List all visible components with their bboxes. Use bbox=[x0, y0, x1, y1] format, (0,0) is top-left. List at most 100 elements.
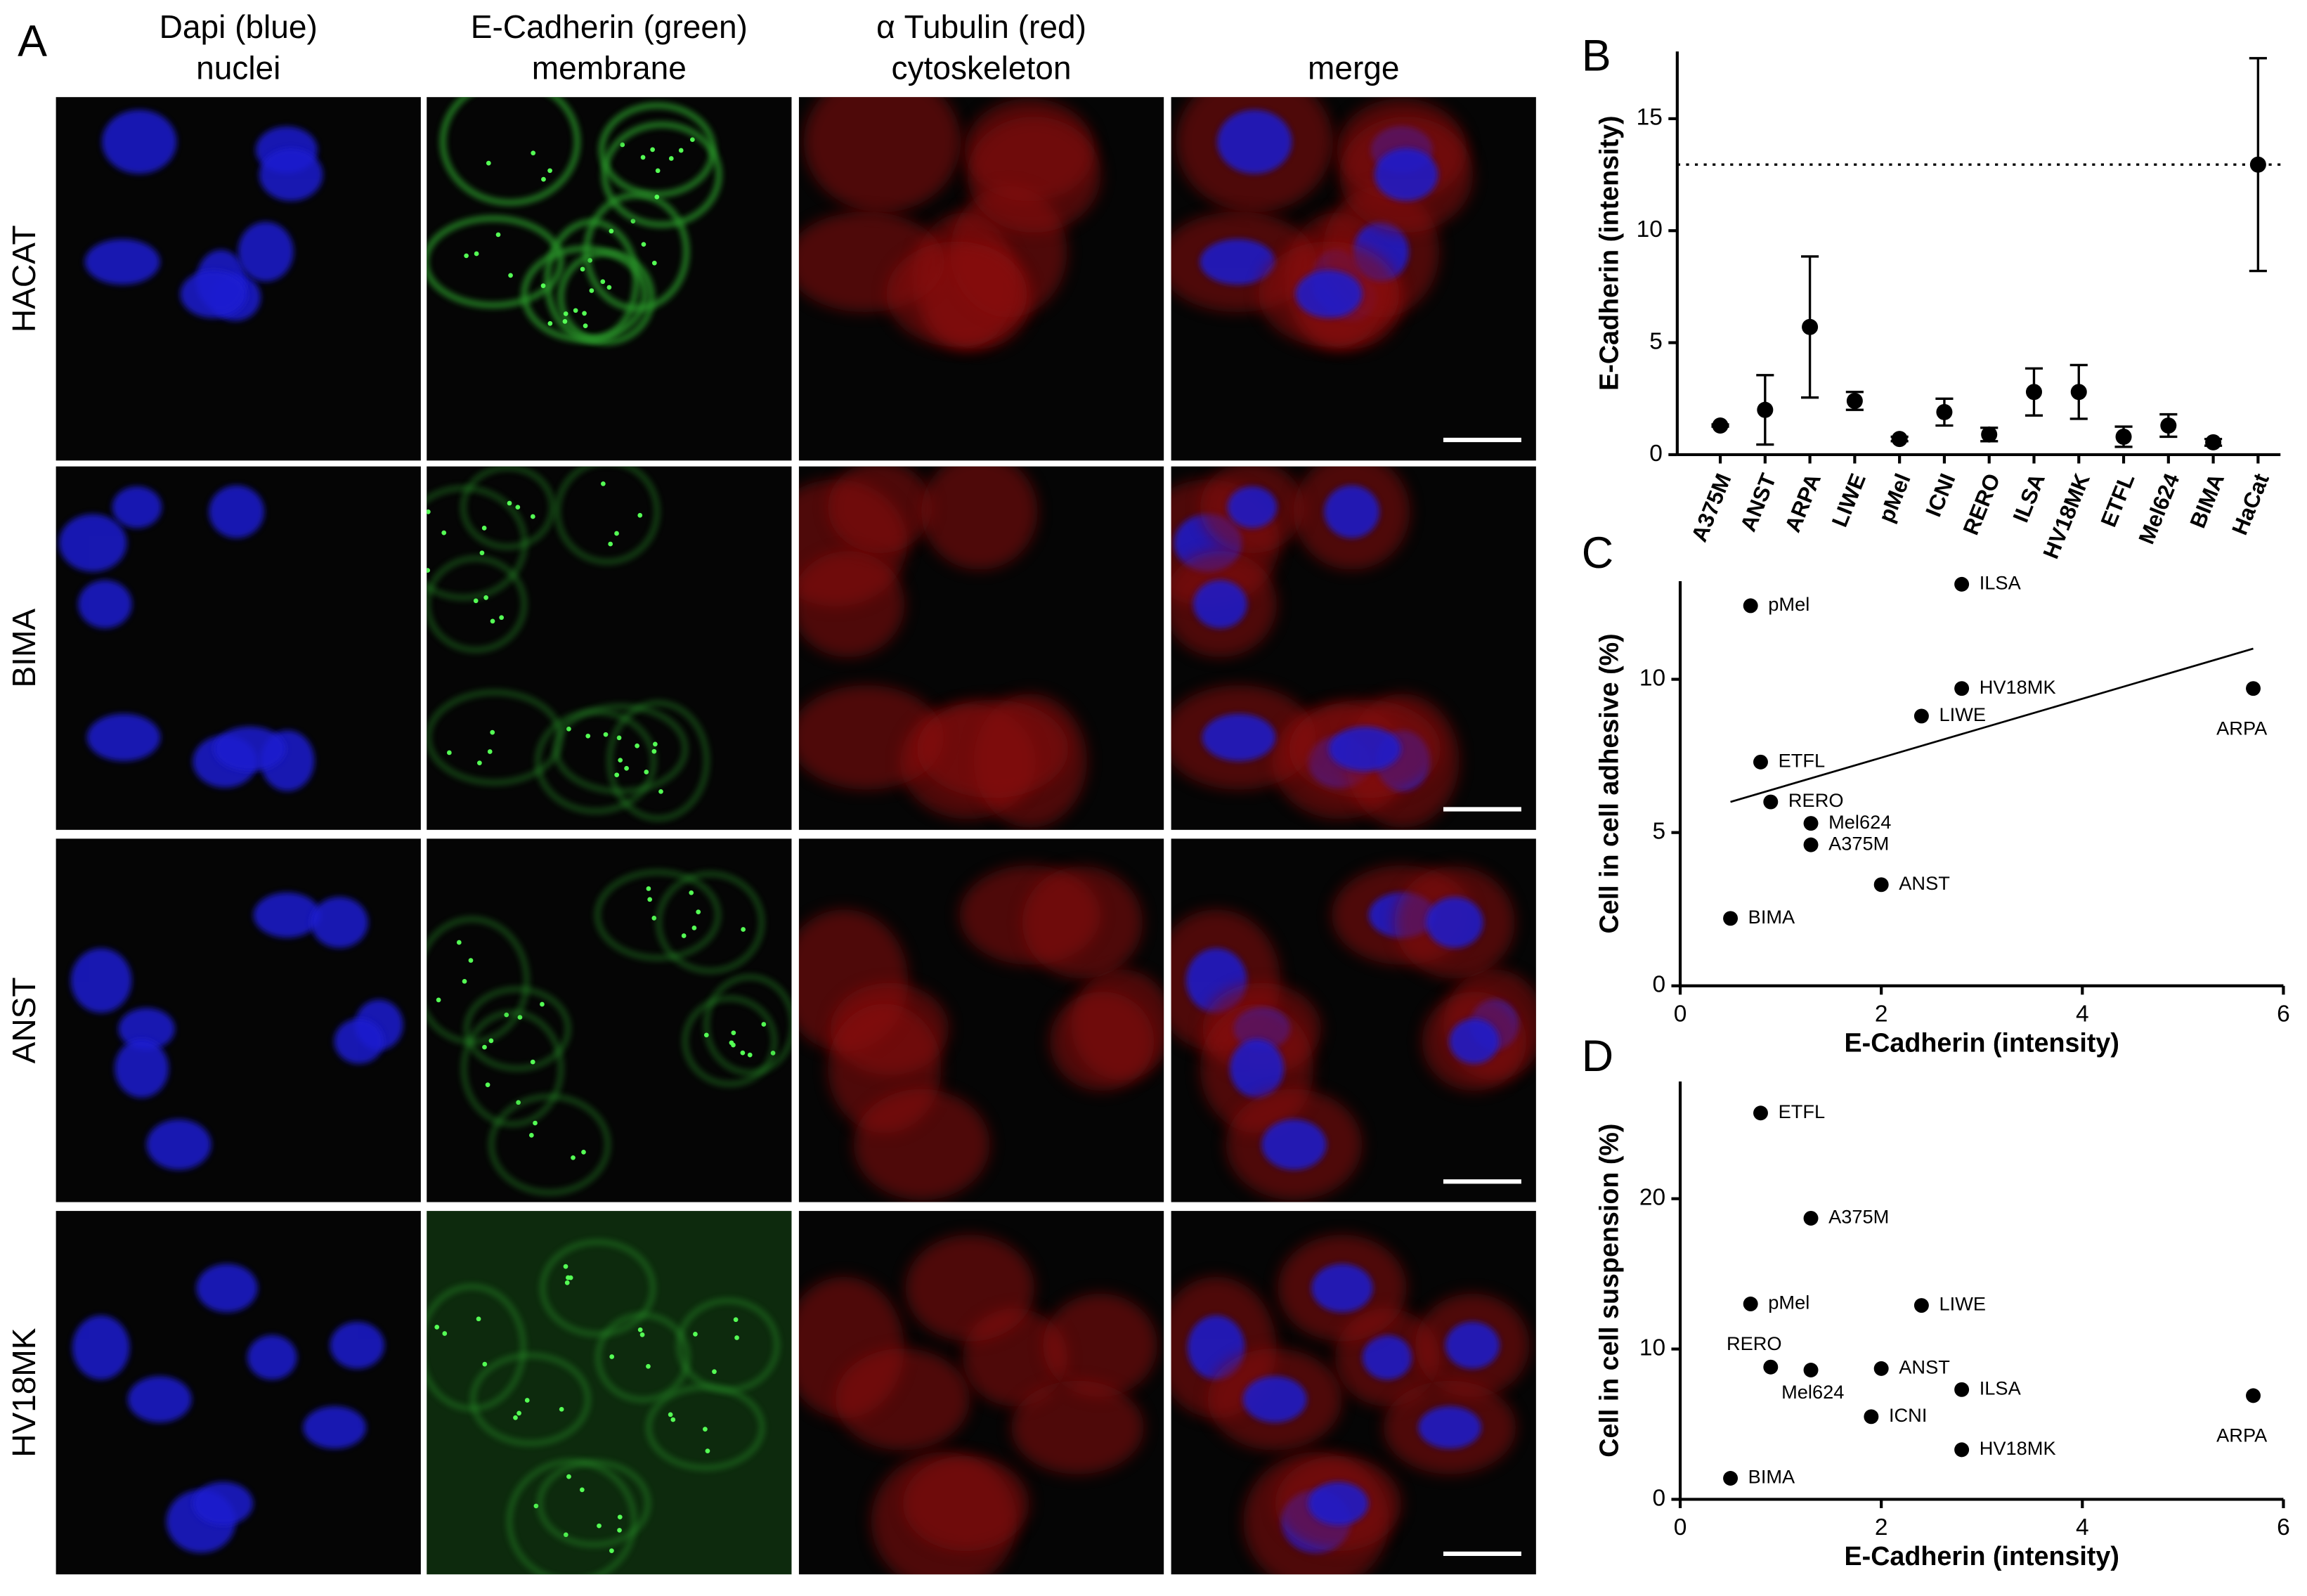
dot bbox=[488, 1038, 494, 1044]
point-label: HV18MK bbox=[1980, 1437, 2056, 1459]
dot bbox=[571, 1155, 576, 1160]
cells bbox=[84, 110, 323, 321]
dot bbox=[540, 1001, 545, 1007]
dot bbox=[734, 1335, 739, 1340]
micrograph bbox=[798, 466, 1164, 830]
y-tick-label: 10 bbox=[1639, 665, 1665, 691]
point-label: ICNI bbox=[1889, 1404, 1927, 1426]
membrane bbox=[602, 122, 722, 228]
dot bbox=[479, 550, 485, 556]
micrograph bbox=[1171, 97, 1536, 461]
x-tick-label: 0 bbox=[1674, 1514, 1687, 1540]
dot bbox=[434, 1324, 440, 1330]
dot bbox=[441, 530, 447, 536]
dot bbox=[533, 1120, 538, 1126]
cytoskeleton bbox=[1050, 992, 1155, 1091]
membrane bbox=[552, 703, 689, 795]
dot bbox=[761, 1022, 767, 1027]
point bbox=[1954, 1382, 1970, 1397]
nucleus bbox=[214, 726, 286, 772]
y-tick-label: 10 bbox=[1637, 216, 1663, 242]
dot bbox=[436, 997, 441, 1003]
dot bbox=[547, 320, 553, 326]
cytoskeleton bbox=[803, 97, 961, 212]
dot bbox=[515, 505, 521, 510]
nucleus bbox=[1324, 485, 1379, 538]
y-tick-label: 5 bbox=[1652, 819, 1665, 845]
cells bbox=[1171, 1234, 1530, 1575]
column-header: E-Cadherin (green) bbox=[471, 8, 748, 45]
point-label: A375M bbox=[1828, 832, 1889, 854]
point bbox=[1803, 1363, 1819, 1377]
nucleus bbox=[1230, 1039, 1284, 1098]
point-label: RERO bbox=[1727, 1332, 1782, 1354]
panel-letter: B bbox=[1582, 31, 1611, 80]
dot bbox=[482, 1361, 488, 1367]
x-axis-title: E-Cadherin (intensity) bbox=[1845, 1541, 2119, 1571]
cells bbox=[427, 466, 710, 822]
cells bbox=[1171, 865, 1536, 1200]
dot bbox=[647, 897, 653, 902]
dot bbox=[617, 1514, 623, 1520]
dot bbox=[693, 1332, 698, 1337]
x-axis-title: E-Cadherin (intensity) bbox=[1845, 1027, 2119, 1057]
nucleus bbox=[1329, 726, 1401, 772]
nucleus bbox=[1217, 110, 1292, 174]
x-tick-label: ICNI bbox=[1921, 470, 1961, 520]
dot bbox=[516, 1410, 521, 1416]
panel-letter: A bbox=[18, 16, 47, 65]
dot bbox=[614, 531, 619, 536]
dot bbox=[524, 1398, 530, 1403]
micrograph bbox=[56, 838, 421, 1202]
dot bbox=[644, 770, 649, 774]
nucleus bbox=[84, 239, 160, 285]
micrograph bbox=[56, 1211, 421, 1575]
dot bbox=[566, 1474, 571, 1479]
point bbox=[2115, 428, 2132, 445]
membrane bbox=[521, 245, 648, 343]
dot bbox=[547, 168, 552, 174]
dot bbox=[473, 598, 479, 604]
y-axis-title: E-Cadherin (intensity) bbox=[1594, 115, 1624, 390]
dot bbox=[468, 958, 474, 963]
point bbox=[1763, 794, 1779, 810]
cytoskeleton bbox=[905, 1234, 1034, 1342]
dot bbox=[474, 251, 479, 257]
nucleus bbox=[180, 270, 247, 318]
dot bbox=[601, 481, 606, 486]
cells bbox=[1171, 466, 1460, 828]
point bbox=[2249, 156, 2266, 173]
dot bbox=[658, 789, 663, 794]
nucleus bbox=[1193, 580, 1247, 628]
dot bbox=[639, 1332, 645, 1337]
dot bbox=[456, 940, 462, 945]
x-tick-label: HaCat bbox=[2227, 469, 2274, 538]
point bbox=[1873, 1361, 1889, 1376]
dot bbox=[481, 526, 487, 531]
dot bbox=[653, 741, 658, 747]
dot bbox=[646, 1363, 651, 1369]
dot bbox=[609, 1548, 614, 1554]
point-label: ANST bbox=[1899, 1356, 1950, 1378]
nucleus bbox=[146, 1119, 212, 1170]
nucleus bbox=[311, 897, 368, 948]
nucleus bbox=[1308, 1481, 1369, 1526]
membrane bbox=[554, 466, 661, 565]
cells bbox=[427, 1239, 780, 1575]
y-axis-title: Cell in cell suspension (%) bbox=[1594, 1124, 1624, 1458]
point-label: ETFL bbox=[1779, 750, 1826, 772]
point-label: pMel bbox=[1768, 1292, 1809, 1313]
dot bbox=[618, 758, 623, 763]
dot bbox=[447, 750, 452, 755]
dot bbox=[495, 232, 501, 238]
point-label: pMel bbox=[1768, 593, 1809, 615]
membrane bbox=[427, 215, 564, 309]
column-header: merge bbox=[1308, 50, 1400, 86]
point bbox=[1954, 576, 1970, 592]
nucleus bbox=[1445, 1321, 1500, 1369]
nucleus bbox=[238, 221, 294, 282]
membrane bbox=[539, 1239, 656, 1337]
dot bbox=[559, 1406, 564, 1412]
